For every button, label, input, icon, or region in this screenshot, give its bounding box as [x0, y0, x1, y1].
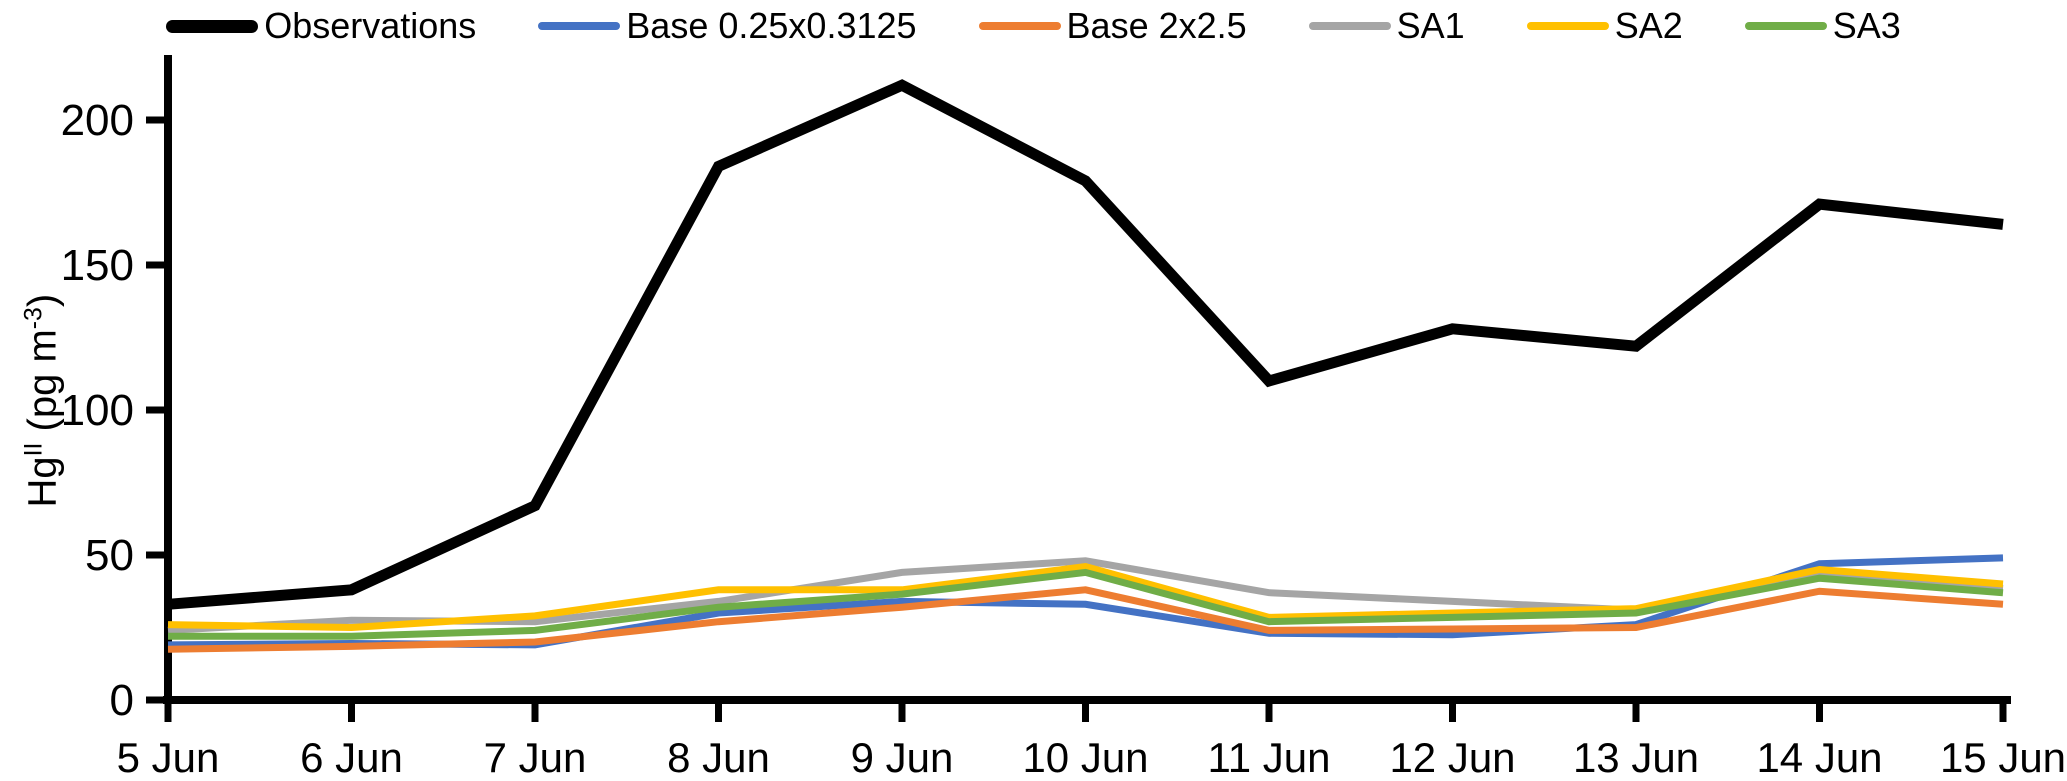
chart-legend: Observations Base 0.25x0.3125 Base 2x2.5 SA…	[0, 0, 2067, 52]
legend-line-swatch	[978, 22, 1061, 30]
x-tick-label: 9 Jun	[851, 734, 954, 781]
x-tick-label: 13 Jun	[1573, 734, 1699, 781]
y-axis-title-close: )	[20, 293, 65, 308]
legend-item-base-0-25x0-3125: Base 0.25x0.3125	[538, 5, 917, 47]
legend-item-observations: Observations	[166, 5, 476, 47]
legend-line-swatch	[1744, 22, 1827, 30]
legend-item-sa1: SA1	[1308, 5, 1465, 47]
x-tick-label: 14 Jun	[1756, 734, 1882, 781]
y-axis-title-units: (pg m	[20, 329, 65, 443]
legend-item-base-2x2-5: Base 2x2.5	[978, 5, 1247, 47]
legend-item-sa3: SA3	[1744, 5, 1901, 47]
legend-line-swatch	[1308, 22, 1391, 30]
legend-line-swatch	[538, 22, 621, 30]
series-line-sa2	[167, 563, 2004, 632]
x-tick-label: 7 Jun	[484, 734, 587, 781]
series-line-sa3	[168, 568, 2004, 640]
x-tick-label: 15 Jun	[1940, 734, 2066, 781]
x-tick-label: 8 Jun	[667, 734, 770, 781]
y-axis-title-exponent: -3	[20, 307, 48, 330]
legend-label: SA2	[1614, 5, 1683, 46]
y-axis-title-superscript: II	[20, 442, 48, 457]
legend-item-sa2: SA2	[1526, 5, 1683, 47]
x-tick-label: 12 Jun	[1389, 734, 1515, 781]
y-tick-label: 100	[61, 386, 134, 435]
legend-line-swatch	[1526, 22, 1609, 30]
y-tick-label: 200	[61, 96, 134, 145]
y-axis-title-base: Hg	[20, 456, 65, 508]
x-tick-label: 5 Jun	[117, 734, 220, 781]
x-tick-label: 10 Jun	[1022, 734, 1148, 781]
x-tick-label: 6 Jun	[300, 734, 403, 781]
legend-label: SA3	[1832, 5, 1901, 46]
legend-label: SA1	[1396, 5, 1465, 46]
y-tick-label: 0	[110, 676, 134, 725]
y-axis-title: HgII (pg m-3)	[20, 81, 65, 721]
series-line-base-2x2-5	[167, 586, 2004, 653]
legend-line-swatch	[166, 19, 259, 33]
series-line-observations	[167, 79, 2004, 610]
legend-label: Base 2x2.5	[1066, 5, 1247, 46]
legend-label: Observations	[264, 5, 477, 46]
y-tick-label: 50	[85, 531, 134, 580]
y-tick-label: 150	[61, 241, 134, 290]
legend-label: Base 0.25x0.3125	[626, 5, 917, 46]
x-tick-label: 11 Jun	[1208, 734, 1331, 781]
